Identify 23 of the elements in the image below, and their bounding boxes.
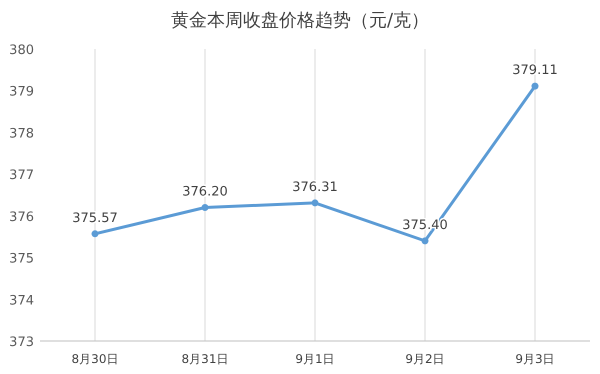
point (532, 82, 538, 90)
text: 375.57 (72, 210, 118, 226)
point (312, 199, 318, 206)
text: 379.11 (512, 63, 558, 78)
y-tick-label: 374 (9, 293, 34, 308)
y-tick-label: 376 (9, 210, 34, 225)
y-tick-label: 373 (9, 335, 34, 350)
x-tick-label: 8月30日 (72, 352, 118, 366)
title: 黄金本周收盘价格趋势（元/克） (170, 10, 430, 31)
y-tick-label: 380 (9, 43, 34, 58)
x-tick-label: 9月2日 (405, 352, 445, 366)
y-tick-label: 375 (9, 252, 34, 267)
text: 376.31 (292, 180, 338, 195)
y-tick-label: 377 (9, 168, 34, 184)
y-tick-label: 378 (9, 126, 34, 142)
x-tick-label: 9月1日 (295, 352, 335, 366)
text: 376.20 (182, 184, 228, 200)
x-tick-label: 9月3日 (515, 352, 555, 366)
x-tick-label: 8月31日 (182, 352, 228, 366)
point (422, 237, 428, 244)
y-tick-label: 379 (9, 84, 34, 100)
point (202, 204, 208, 212)
point (92, 230, 98, 238)
